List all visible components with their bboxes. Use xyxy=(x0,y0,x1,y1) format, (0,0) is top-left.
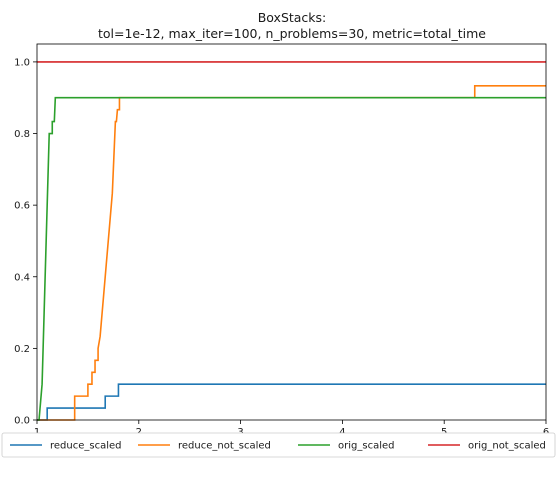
legend-label-reduce-scaled: reduce_scaled xyxy=(50,441,122,452)
series-line-reduce-scaled xyxy=(37,383,546,421)
x-tick-label: 2 xyxy=(136,427,142,438)
x-tick-label: 3 xyxy=(237,427,243,438)
legend-label-reduce-not-scaled: reduce_not_scaled xyxy=(178,441,271,452)
y-tick-label: 0.0 xyxy=(14,416,30,427)
series-line-orig-scaled xyxy=(37,96,546,421)
y-tick-label: 0.8 xyxy=(14,129,30,140)
plot-frame xyxy=(36,43,547,421)
x-tick-label: 6 xyxy=(543,427,549,438)
plot-series xyxy=(37,61,546,421)
y-tick-label: 1.0 xyxy=(14,57,30,68)
chart-title: BoxStacks: xyxy=(258,10,327,25)
x-tick-label: 4 xyxy=(339,427,345,438)
axis-ticks: 1 2 3 4 5 6 0.0 0.2 0.4 0.6 0.8 1.0 xyxy=(14,57,549,438)
y-tick-label: 0.4 xyxy=(14,272,30,283)
y-tick-label: 0.6 xyxy=(14,201,30,212)
series-line-reduce-not-scaled xyxy=(37,84,546,421)
y-tick-label: 0.2 xyxy=(14,344,30,355)
x-tick-label: 5 xyxy=(441,427,447,438)
x-tick-label: 1 xyxy=(34,427,40,438)
legend-label-orig-scaled: orig_scaled xyxy=(338,441,394,452)
legend-label-orig-not-scaled: orig_not_scaled xyxy=(468,441,546,452)
legend-box xyxy=(1,432,556,458)
chart-subtitle: tol=1e-12, max_iter=100, n_problems=30, … xyxy=(98,26,486,41)
legend: reduce_scaled reduce_not_scaled orig_scale… xyxy=(1,432,556,458)
